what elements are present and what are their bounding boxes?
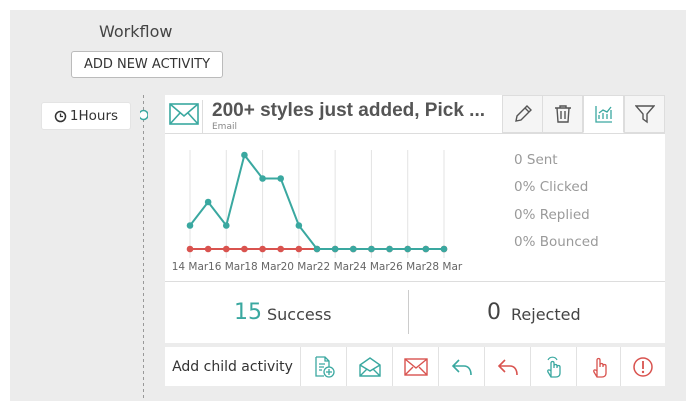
data-point	[204, 198, 212, 206]
stat: 0% Clicked	[514, 179, 589, 195]
stat: 0% Bounced	[514, 234, 599, 250]
data-point	[277, 245, 285, 253]
not-clicked-button[interactable]	[576, 347, 622, 386]
data-point	[186, 245, 194, 253]
activity-title: 200+ styles just added, Pick ...	[212, 100, 485, 121]
x-tick-label: 28 Mar	[426, 261, 463, 273]
add-activity-button[interactable]: ADD NEW ACTIVITY	[71, 51, 223, 78]
x-tick-label: 16 Mar	[208, 261, 245, 273]
chart-button[interactable]	[583, 95, 624, 133]
activity-subtitle: Email	[212, 122, 237, 132]
timing-label: 1Hours	[41, 102, 131, 130]
replied-button[interactable]	[438, 347, 484, 386]
not-replied-button[interactable]	[484, 347, 530, 386]
x-tick-label: 18 Mar	[244, 261, 281, 273]
workflow-title: Workflow	[99, 22, 173, 41]
data-point	[277, 175, 285, 182]
add-doc-button[interactable]	[300, 347, 346, 386]
rejected-count: 0	[487, 300, 501, 325]
data-point	[241, 245, 248, 253]
data-point	[222, 222, 230, 229]
chart: 14 Mar 16 Mar 18 Mar 20 Mar 22 Mar 24 Mar 26 M…	[172, 150, 463, 273]
divider	[165, 281, 665, 282]
x-tick-label: 14 Mar	[172, 261, 209, 273]
data-point	[204, 245, 212, 253]
email-icon	[165, 95, 202, 133]
data-point	[422, 245, 430, 253]
data-point	[331, 245, 339, 253]
x-tick-label: 22 Mar	[317, 261, 354, 273]
edit-button[interactable]	[502, 95, 543, 133]
bounced-button[interactable]	[620, 347, 665, 386]
x-tick-label: 26 Mar	[389, 261, 426, 273]
success-count: 15	[234, 300, 262, 325]
divider	[165, 133, 665, 134]
data-point	[440, 245, 448, 253]
clicked-button[interactable]	[530, 347, 576, 386]
add-child-label: Add child activity	[165, 347, 300, 386]
data-point	[404, 245, 412, 253]
data-point	[259, 245, 266, 253]
x-tick-label: 20 Mar	[281, 261, 318, 273]
clock-icon	[54, 110, 67, 122]
stat: 0% Replied	[514, 207, 590, 223]
opened-button[interactable]	[346, 347, 392, 386]
timing-text: 1Hours	[69, 108, 119, 124]
data-point	[313, 245, 321, 253]
divider	[202, 100, 203, 133]
rejected-label: Rejected	[511, 305, 581, 324]
x-tick-label: 24 Mar	[353, 261, 390, 273]
series-line	[189, 152, 444, 250]
delete-button[interactable]	[542, 95, 583, 133]
data-point	[295, 245, 303, 253]
data-point	[386, 245, 393, 253]
data-point	[349, 245, 357, 253]
data-point	[259, 175, 266, 182]
not-opened-button[interactable]	[392, 347, 438, 386]
data-point	[222, 245, 230, 253]
divider	[408, 290, 409, 334]
timeline	[140, 95, 148, 401]
success-label: Success	[267, 305, 332, 324]
stat: 0 Sent	[514, 152, 558, 168]
data-point	[186, 222, 194, 229]
summary	[165, 282, 665, 343]
data-point	[241, 151, 248, 159]
data-point	[295, 222, 303, 229]
filter-button[interactable]	[624, 95, 665, 133]
data-point	[368, 245, 375, 253]
